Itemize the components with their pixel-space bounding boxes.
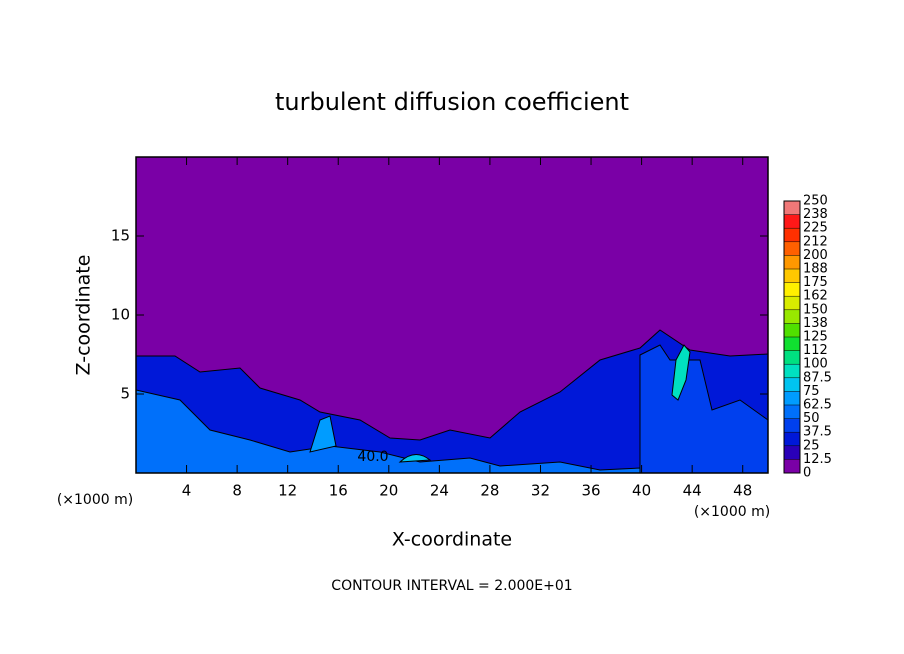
x-tick-label: 40: [632, 482, 651, 500]
colorbar-label: 75: [803, 384, 820, 399]
colorbar-swatch: [784, 459, 800, 473]
colorbar-swatch: [784, 214, 800, 229]
colorbar-label: 188: [803, 262, 828, 277]
x-tick-label: 28: [480, 482, 499, 500]
colorbar-label: 238: [803, 207, 828, 222]
colorbar-swatch: [784, 418, 800, 433]
colorbar-label: 150: [803, 302, 828, 317]
x-unit-label: (×1000 m): [694, 504, 770, 520]
contour-field: [136, 157, 768, 473]
colorbar-label: 0: [803, 466, 811, 481]
colorbar-swatch: [784, 405, 800, 419]
colorbar-swatch: [784, 282, 800, 297]
y-axis-label: Z-coordinate: [73, 255, 95, 376]
x-unit-label: (×1000 m): [57, 492, 133, 508]
field-region: [309, 415, 337, 453]
colorbar-label: 87.5: [803, 370, 832, 385]
colorbar-label: 62.5: [803, 398, 832, 413]
field-region: [398, 454, 432, 463]
colorbar-label: 250: [803, 194, 828, 209]
colorbar-label: 212: [803, 234, 828, 249]
colorbar-swatch: [784, 296, 800, 310]
colorbar-label: 175: [803, 275, 828, 290]
contour-label: 40.0: [357, 449, 388, 465]
colorbar-swatch: [784, 350, 800, 365]
colorbar-label: 25: [803, 438, 820, 453]
colorbar-swatch: [784, 269, 800, 283]
x-tick-label: 44: [683, 482, 702, 500]
x-tick-label: 36: [581, 482, 600, 500]
footer-note: CONTOUR INTERVAL = 2.000E+01: [331, 578, 572, 594]
colorbar-swatch: [784, 309, 800, 324]
x-tick-label: 12: [278, 482, 297, 500]
field-region: [136, 329, 768, 473]
colorbar-label: 200: [803, 248, 828, 263]
colorbar-swatch: [784, 255, 800, 269]
colorbar-swatch: [784, 432, 800, 446]
colorbar-swatch: [784, 241, 800, 256]
colorbar-label: 112: [803, 343, 828, 358]
colorbar-label: 138: [803, 316, 828, 331]
y-tick-label: 10: [111, 306, 130, 324]
field-region: [639, 344, 768, 473]
chart-title: turbulent diffusion coefficient: [275, 88, 629, 116]
x-axis-label: X-coordinate: [392, 529, 512, 551]
colorbar-swatch: [784, 201, 800, 215]
colorbar-swatch: [784, 445, 800, 460]
x-tick-label: 16: [329, 482, 348, 500]
colorbar-swatch: [784, 391, 800, 405]
y-tick-label: 15: [111, 227, 130, 245]
colorbar-label: 225: [803, 221, 828, 236]
x-tick-label: 8: [232, 482, 242, 500]
colorbar-label: 50: [803, 411, 820, 426]
x-tick-label: 32: [531, 482, 550, 500]
x-tick-label: 20: [379, 482, 398, 500]
x-tick-label: 48: [733, 482, 752, 500]
colorbar-label: 37.5: [803, 425, 832, 440]
y-tick-label: 5: [120, 385, 130, 403]
colorbar-label: 162: [803, 289, 828, 304]
colorbar-swatch: [784, 364, 800, 378]
colorbar-label: 125: [803, 330, 828, 345]
colorbar-swatch: [784, 323, 800, 337]
x-tick-label: 4: [182, 482, 192, 500]
colorbar-swatch: [784, 337, 800, 351]
colorbar-label: 100: [803, 357, 828, 372]
colorbar-swatch: [784, 228, 800, 242]
field-region: [671, 344, 691, 401]
x-tick-label: 24: [430, 482, 449, 500]
colorbar-swatch: [784, 377, 800, 392]
colorbar-label: 12.5: [803, 452, 832, 467]
